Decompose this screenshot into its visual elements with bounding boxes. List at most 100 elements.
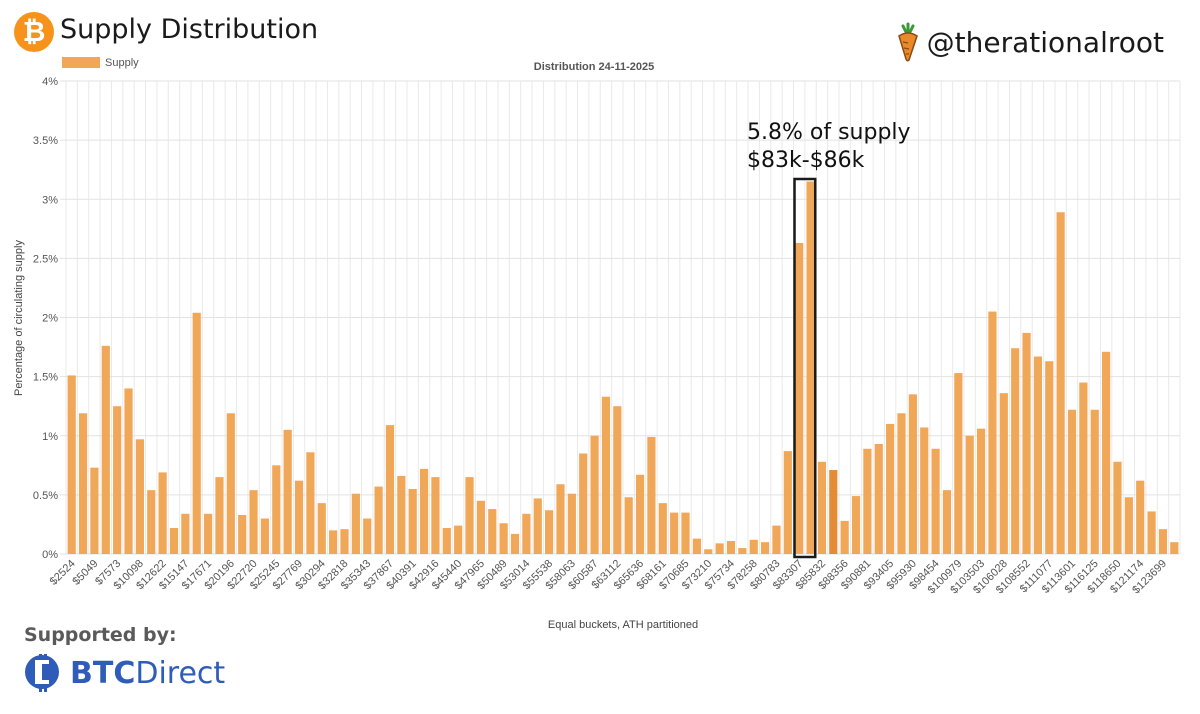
- bar: [681, 512, 690, 554]
- bar: [351, 493, 360, 554]
- bar: [749, 539, 758, 554]
- bar: [363, 518, 372, 554]
- bar: [635, 474, 645, 554]
- bar: [567, 493, 576, 554]
- bar: [499, 523, 508, 554]
- x-axis-title: Equal buckets, ATH partitioned: [548, 619, 698, 631]
- bar: [590, 435, 599, 554]
- annotation-line-2: $83k-$86k: [747, 148, 865, 173]
- bar: [601, 396, 611, 554]
- page-title: Supply Distribution: [60, 14, 319, 45]
- y-axis-title: Percentage of circulating supply: [13, 240, 25, 396]
- bar: [101, 345, 110, 554]
- annotation-line-1: 5.8% of supply: [747, 120, 911, 145]
- bar: [829, 470, 838, 554]
- bar: [920, 427, 929, 554]
- bar: [897, 413, 906, 554]
- bar: [988, 311, 997, 554]
- bar: [215, 477, 224, 554]
- bar: [533, 498, 542, 554]
- bar: [203, 513, 213, 554]
- bar: [1011, 348, 1020, 554]
- bar: [704, 549, 713, 554]
- legend-label: Supply: [105, 57, 139, 69]
- bar: [1033, 356, 1043, 554]
- bar: [67, 375, 76, 554]
- y-tick-label: 2%: [42, 313, 58, 325]
- bar: [931, 448, 940, 554]
- y-tick-label: 2.5%: [33, 253, 58, 265]
- bar: [1067, 409, 1077, 554]
- bar: [124, 388, 133, 554]
- bar: [806, 181, 815, 554]
- bar: [78, 413, 88, 554]
- handle-text: @therationalroot: [926, 25, 1164, 59]
- btcdirect-logo: BTCDirect: [22, 650, 225, 696]
- bar: [624, 497, 633, 554]
- bar: [1102, 351, 1111, 554]
- bar: [1136, 480, 1145, 554]
- bar: [795, 243, 804, 554]
- bar: [726, 540, 736, 554]
- bar: [556, 484, 565, 554]
- legend-swatch: [62, 57, 100, 68]
- bar: [522, 513, 531, 554]
- btcdirect-wordmark: BTCDirect: [70, 656, 225, 691]
- bar: [192, 312, 201, 554]
- bar: [90, 467, 99, 554]
- bar: [670, 512, 679, 554]
- bar: [1113, 461, 1122, 554]
- bar: [476, 500, 486, 554]
- bar: [260, 518, 270, 554]
- bar: [1147, 511, 1156, 554]
- bar: [408, 488, 417, 554]
- bar: [1090, 409, 1099, 554]
- y-tick-label: 3.5%: [33, 135, 58, 147]
- y-tick-label: 1.5%: [33, 372, 58, 384]
- y-tick-label: 4%: [42, 76, 58, 88]
- y-tick-label: 1%: [42, 431, 58, 443]
- bar: [454, 525, 463, 554]
- bar: [397, 475, 406, 554]
- bar: [306, 452, 315, 554]
- bar: [545, 510, 554, 554]
- bar: [283, 429, 292, 554]
- y-tick-label: 0.5%: [33, 490, 58, 502]
- bar: [488, 509, 497, 554]
- bar: [385, 425, 395, 554]
- bar: [1124, 497, 1133, 554]
- bar: [147, 490, 156, 554]
- bar: [329, 530, 338, 554]
- bar: [1079, 382, 1088, 554]
- bar: [772, 525, 781, 554]
- bar: [658, 503, 667, 554]
- bar: [863, 448, 872, 554]
- bar: [169, 527, 179, 554]
- bar: [840, 520, 849, 554]
- bar: [226, 413, 235, 554]
- chart-title: Distribution 24-11-2025: [534, 61, 654, 73]
- bar: [613, 406, 622, 554]
- bar: [760, 542, 770, 554]
- bar: [1045, 361, 1054, 554]
- bar: [294, 480, 304, 554]
- btcdirect-icon: [25, 654, 59, 692]
- bar: [954, 373, 963, 554]
- bar: [579, 453, 588, 554]
- bar: [431, 477, 440, 554]
- bar: [510, 533, 520, 554]
- bar: [874, 444, 883, 554]
- bar: [692, 538, 701, 554]
- bar: [158, 472, 167, 554]
- bar: [238, 514, 247, 554]
- bar: [647, 436, 656, 554]
- bar: [999, 393, 1008, 554]
- supported-by-label: Supported by:: [24, 624, 177, 646]
- bar: [272, 465, 281, 554]
- bar: [1170, 542, 1179, 554]
- bar: [738, 548, 747, 554]
- bar: [340, 529, 349, 554]
- bar: [442, 527, 451, 554]
- bar: [249, 490, 258, 554]
